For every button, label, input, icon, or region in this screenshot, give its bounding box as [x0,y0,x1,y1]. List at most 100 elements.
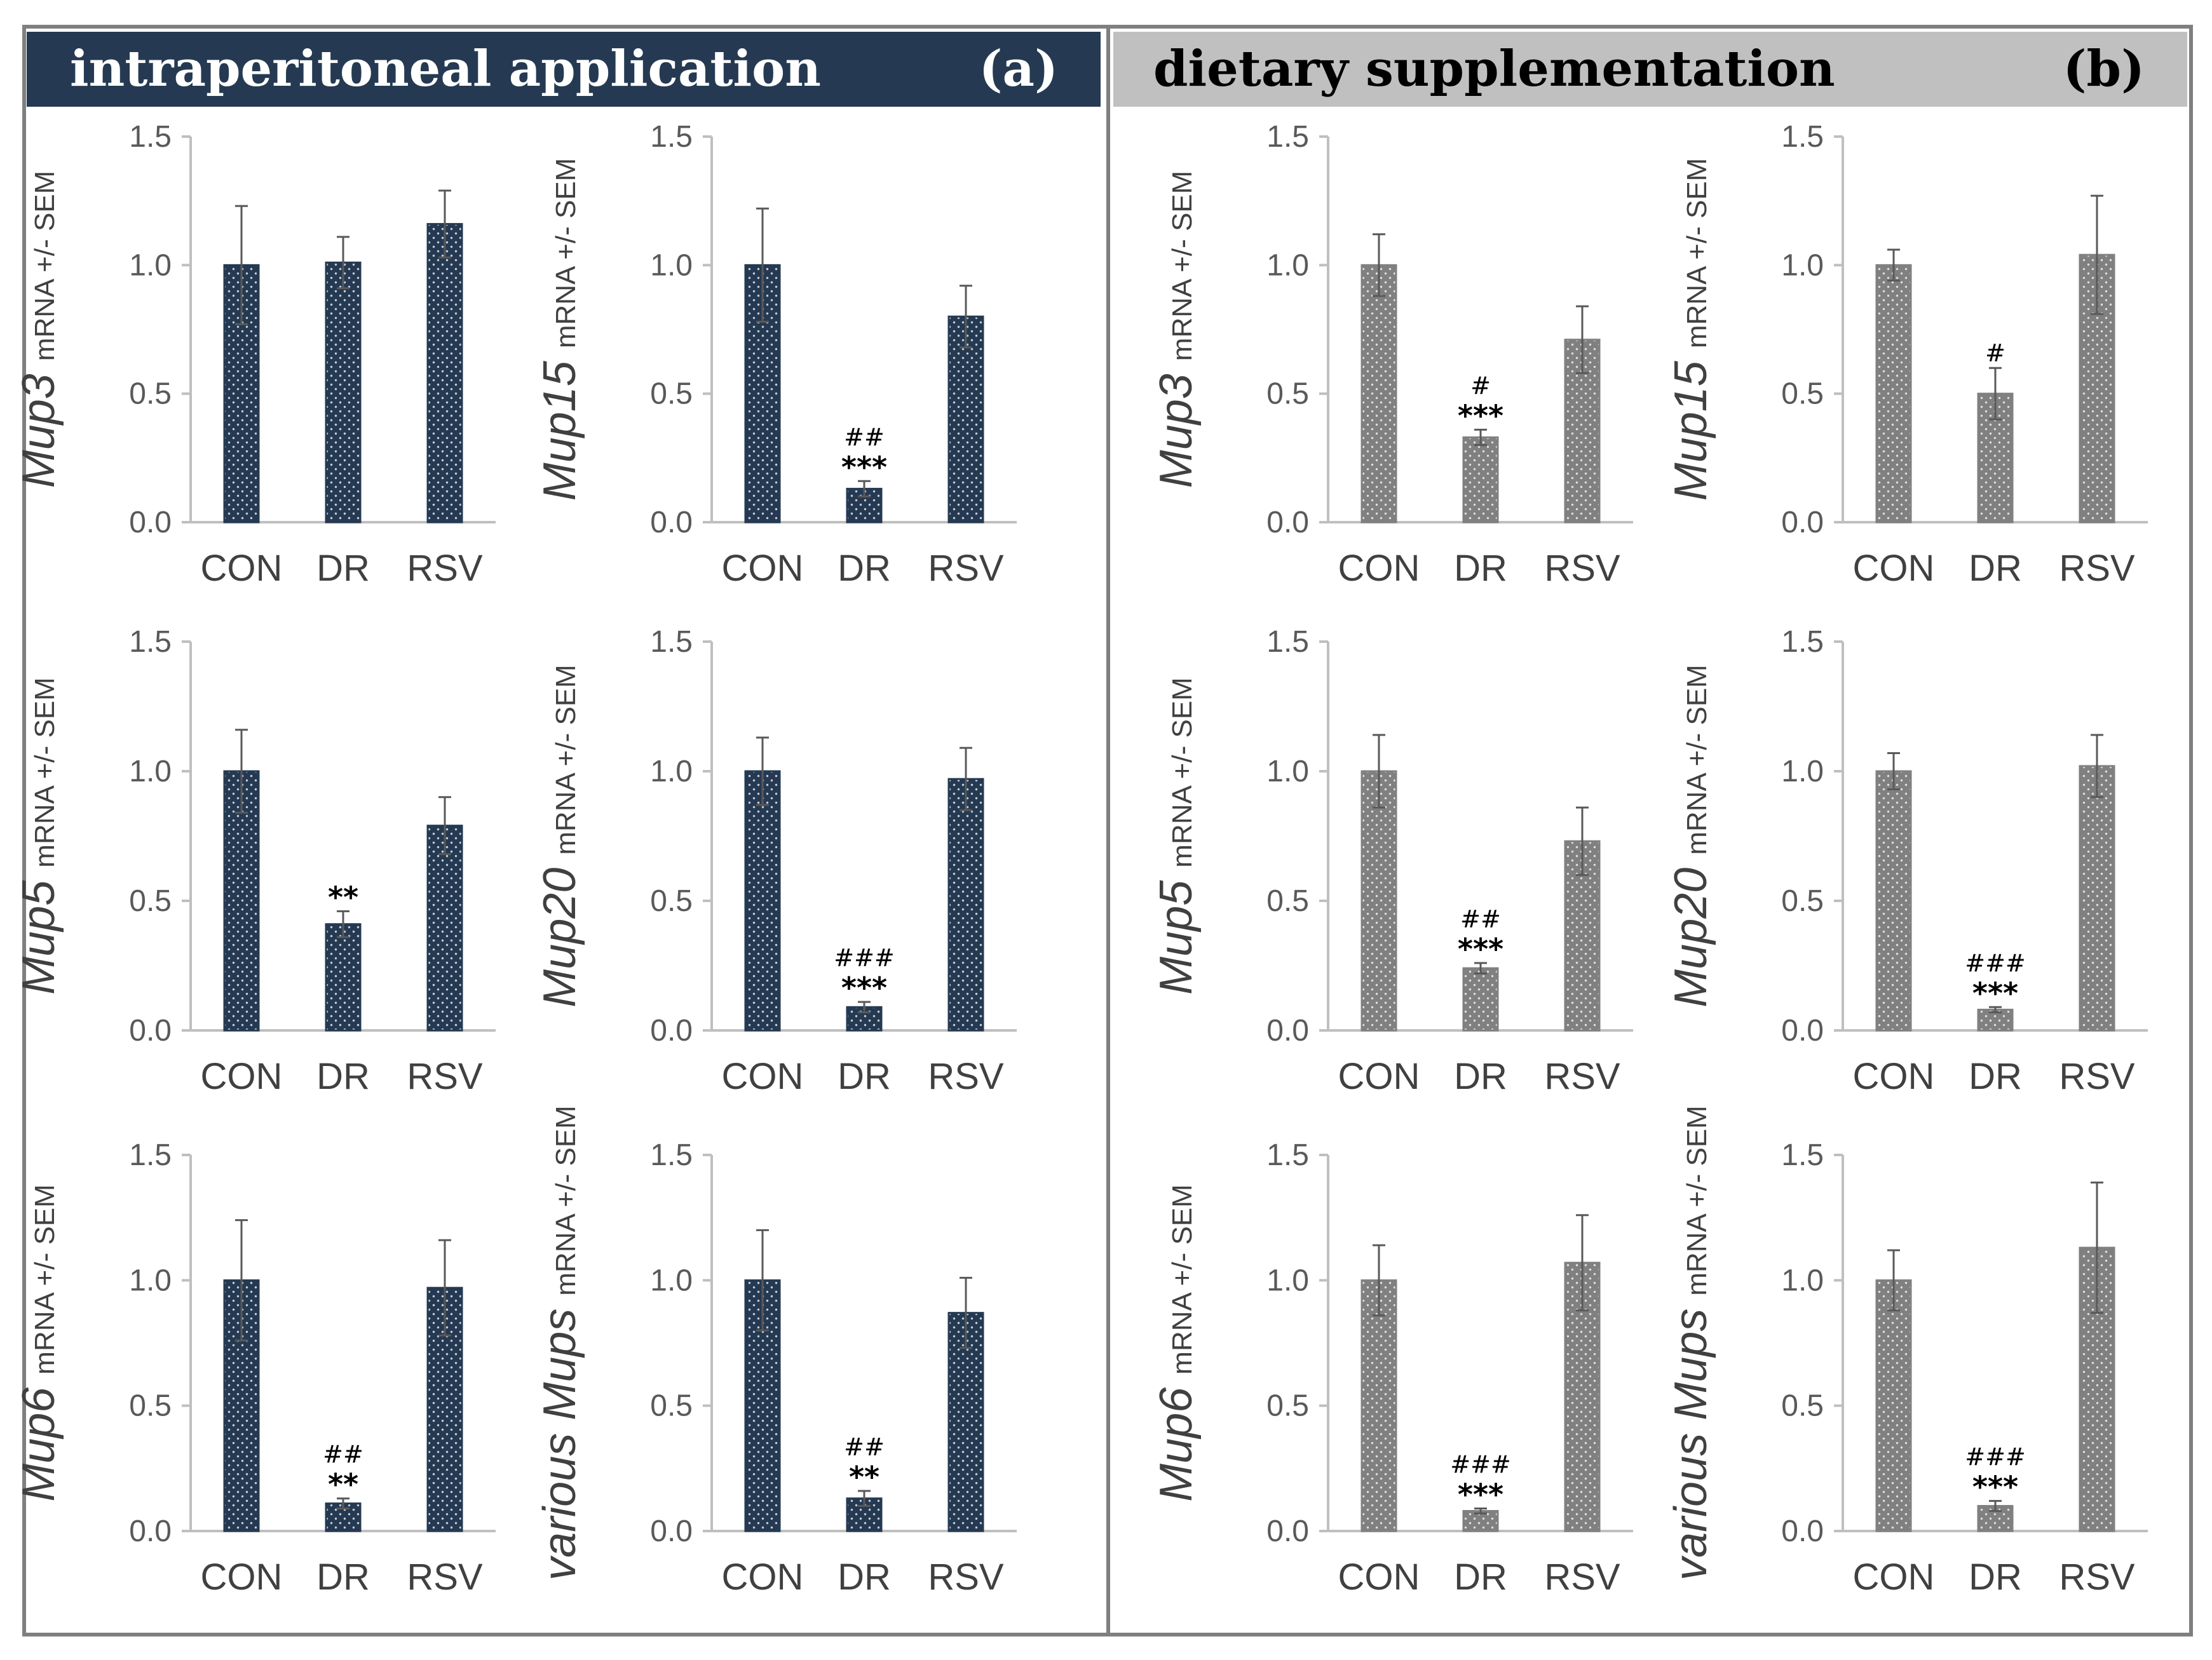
bar-dr [846,1006,883,1032]
x-tick-label: CON [1338,548,1420,589]
y-tick-label: 0.5 [1266,377,1309,411]
significance-stars: *** [841,450,887,484]
significance-stars: ** [328,880,358,914]
charts-container: 0.0 0.5 1.0 1.5 Mup3 mRNA +/- SEM CON DR RSV 0.0… [13,120,2148,1598]
y-tick-label: 1.5 [1266,1138,1309,1172]
bar-con [744,770,781,1032]
y-axis-gene-name: Mup15 [1666,348,1716,501]
chart-b-mup15: 0.0 0.5 1.0 1.5 Mup15 mRNA +/- SEM CON # DR RSV [1666,120,2148,589]
significance-hash: ### [1450,1450,1511,1478]
x-tick-label: DR [316,1556,370,1598]
x-tick-label: CON [1853,1056,1935,1097]
bar-dr [1462,967,1499,1032]
y-axis-gene-name: Mup6 [1151,1375,1202,1502]
y-axis-gene-name: various Mups [1666,1296,1716,1581]
significance-hash: # [1470,372,1491,400]
chart-b-mup5: 0.0 0.5 1.0 1.5 Mup5 mRNA +/- SEM CON ***## DR R… [1151,625,1633,1097]
y-tick-label: 1.0 [129,1264,172,1297]
significance-stars: ** [849,1460,879,1494]
y-tick-label: 0.0 [129,1515,172,1548]
x-tick-label: RSV [1544,548,1620,589]
y-axis-label: Mup15 mRNA +/- SEM [534,158,585,501]
y-axis-unit: mRNA +/- SEM [1681,665,1713,855]
x-tick-label: RSV [2059,548,2135,589]
bar-dr [1462,436,1499,523]
y-tick-label: 0.5 [650,1389,693,1423]
x-tick-label: RSV [928,1056,1004,1097]
y-tick-label: 1.0 [1266,1264,1309,1297]
y-axis-label: Mup5 mRNA +/- SEM [1151,677,1202,995]
significance-hash: ### [834,944,895,972]
y-axis-label: Mup5 mRNA +/- SEM [13,677,64,995]
panel-b-header: dietary supplementation (b) [1113,32,2187,107]
y-tick-label: 1.0 [1781,1264,1824,1297]
x-tick-label: RSV [2059,1056,2135,1097]
x-tick-label: CON [201,1556,283,1598]
y-axis-unit: mRNA +/- SEM [1681,1105,1713,1296]
chart-b-mup20: 0.0 0.5 1.0 1.5 Mup20 mRNA +/- SEM CON ***### D… [1666,625,2148,1097]
chart-a-mup20: 0.0 0.5 1.0 1.5 Mup20 mRNA +/- SEM CON ***### D… [534,625,1017,1097]
y-axis-gene-name: Mup15 [534,348,585,501]
y-axis-gene-name: various Mups [534,1296,585,1581]
x-tick-label: RSV [407,1056,483,1097]
y-tick-label: 0.5 [650,377,693,411]
y-tick-label: 0.5 [129,377,172,411]
x-tick-label: CON [1338,1056,1420,1097]
bar-con [223,770,260,1032]
x-tick-label: CON [201,1056,283,1097]
panel-a-letter: (a) [979,40,1058,98]
y-tick-label: 1.5 [1781,120,1824,154]
x-tick-label: DR [838,548,891,589]
significance-stars: *** [1458,1477,1503,1511]
y-axis-gene-name: Mup3 [13,361,64,488]
y-tick-label: 1.0 [1781,755,1824,788]
bar-rsv [2079,765,2115,1032]
bar-rsv [426,223,463,523]
y-axis-gene-name: Mup20 [1666,855,1716,1008]
chart-a-mup6: 0.0 0.5 1.0 1.5 Mup6 mRNA +/- SEM CON **## DR RS… [13,1138,496,1598]
bar-rsv [426,825,463,1032]
x-tick-label: DR [316,548,370,589]
y-axis-label: various Mups mRNA +/- SEM [1666,1105,1716,1581]
y-axis-label: Mup3 mRNA +/- SEM [13,171,64,489]
y-tick-label: 0.0 [1781,1014,1824,1048]
y-tick-label: 0.5 [1266,1389,1309,1423]
significance-hash: ### [1965,949,2026,977]
significance-hash: ## [323,1441,363,1469]
x-tick-label: RSV [928,548,1004,589]
y-axis-label: Mup6 mRNA +/- SEM [13,1184,64,1502]
x-tick-label: CON [1338,1556,1420,1598]
y-axis-unit: mRNA +/- SEM [550,1105,581,1296]
x-tick-label: DR [1454,1556,1507,1598]
bar-rsv [1564,339,1601,523]
y-tick-label: 1.5 [129,120,172,154]
y-tick-label: 1.5 [650,625,693,659]
y-tick-label: 1.5 [650,1138,693,1172]
y-tick-label: 0.5 [1781,884,1824,918]
significance-hash: ## [844,423,885,451]
x-tick-label: CON [722,1556,804,1598]
y-axis-unit: mRNA +/- SEM [29,1184,60,1375]
y-tick-label: 0.0 [1266,1515,1309,1548]
significance-hash: # [1985,339,2005,367]
significance-hash: ### [1965,1443,2026,1471]
bar-dr [325,923,362,1032]
bar-rsv [947,1312,984,1532]
y-tick-label: 0.5 [1781,377,1824,411]
y-axis-unit: mRNA +/- SEM [29,171,60,361]
y-tick-label: 0.5 [129,884,172,918]
y-axis-label: Mup6 mRNA +/- SEM [1151,1184,1202,1502]
significance-hash: ## [844,1433,885,1461]
y-tick-label: 1.5 [129,1138,172,1172]
significance-stars: *** [1972,976,2018,1010]
y-tick-label: 0.0 [129,1014,172,1048]
bar-con [1360,1279,1397,1532]
y-axis-gene-name: Mup5 [13,868,64,995]
y-tick-label: 1.5 [1781,625,1824,659]
bar-con [1875,264,1912,523]
x-tick-label: CON [1853,548,1935,589]
significance-stars: ** [328,1468,358,1502]
y-axis-label: Mup20 mRNA +/- SEM [534,665,585,1008]
chart-b-various-mups: 0.0 0.5 1.0 1.5 various Mups mRNA +/- SEM CON… [1666,1105,2148,1598]
y-tick-label: 1.5 [1266,625,1309,659]
